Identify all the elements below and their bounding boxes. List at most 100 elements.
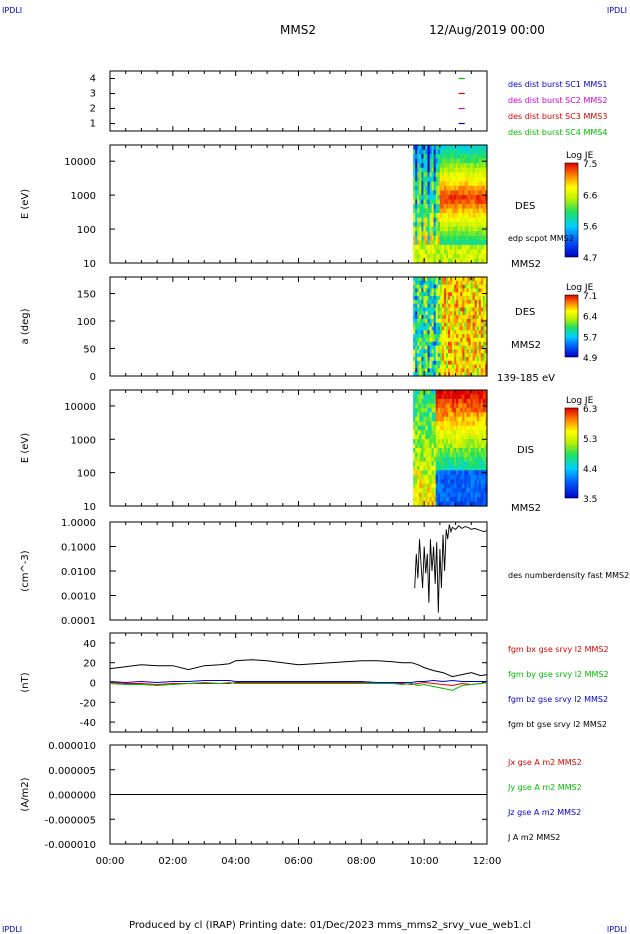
spectrogram-cell: [470, 176, 474, 182]
spectrogram-cell: [456, 337, 459, 343]
spectrogram-cell: [484, 231, 488, 237]
spectrogram-cell: [450, 443, 453, 449]
spectrogram-cell: [448, 296, 451, 301]
spectrogram-cell: [482, 412, 486, 418]
spectrogram-cell: [468, 303, 472, 309]
spectrogram-cell: [482, 353, 486, 358]
spectrogram-cell: [427, 217, 431, 223]
spectrogram-cell: [470, 226, 474, 232]
spectrogram-cell: [450, 258, 453, 264]
spectrogram-cell: [480, 326, 484, 331]
spectrogram-cell: [445, 330, 449, 335]
spectrogram-cell: [458, 416, 461, 422]
spectrogram-cell: [462, 345, 466, 350]
spectrogram-cell: [460, 154, 463, 160]
spectrogram-cell: [413, 394, 416, 400]
spectrogram-cell: [433, 421, 437, 427]
spectrogram-cell: [466, 181, 470, 187]
spectrogram-cell: [472, 483, 476, 489]
spectrogram-cell: [458, 461, 461, 467]
spectrogram-cell: [437, 315, 441, 320]
spectrogram-cell: [423, 299, 427, 305]
spectrogram-cell: [415, 284, 418, 290]
spectrogram-cell: [484, 465, 488, 471]
spectrogram-cell: [476, 465, 480, 471]
spectrogram-cell: [452, 430, 455, 436]
spectrogram-cell: [456, 326, 459, 331]
spectrogram-cell: [458, 194, 461, 201]
y-tick-label: -0.000005: [45, 815, 96, 826]
spectrogram-cell: [480, 461, 484, 467]
spectrogram-cell: [462, 497, 466, 503]
spectrogram-cell: [454, 443, 457, 449]
spectrogram-cell: [443, 416, 447, 422]
spectrogram-cell: [443, 181, 447, 187]
spectrogram-cell: [417, 483, 420, 489]
spectrogram-cell: [439, 235, 443, 241]
spectrogram-cell: [464, 488, 468, 494]
spectrogram-cell: [478, 330, 482, 335]
spectrogram-cell: [443, 190, 447, 196]
spectrogram-cell: [458, 284, 461, 290]
spectrogram-cell: [466, 315, 470, 320]
spectrogram-cell: [472, 421, 476, 427]
spectrogram-cell: [423, 307, 427, 312]
spectrogram-cell: [452, 439, 455, 445]
spectrogram-cell: [460, 322, 463, 328]
spectrogram-cell: [425, 222, 429, 228]
spectrogram-cell: [437, 277, 441, 282]
spectrogram-cell: [460, 430, 463, 436]
spectrogram-cell: [456, 390, 459, 396]
spectrogram-cell: [462, 194, 466, 201]
spectrogram-cell: [466, 288, 470, 293]
spectrogram-cell: [417, 145, 420, 151]
spectrogram-cell: [454, 231, 457, 237]
spectrogram-cell: [415, 163, 418, 169]
spectrogram-cell: [480, 185, 484, 191]
spectrogram-cell: [415, 213, 418, 219]
spectrogram-cell: [425, 470, 429, 476]
spectrogram-cell: [445, 412, 449, 418]
spectrogram-cell: [452, 311, 455, 316]
spectrogram-cell: [423, 217, 427, 223]
colorbar-tick-label: 3.5: [583, 495, 597, 505]
spectrogram-cell: [448, 349, 451, 354]
spectrogram-cell: [452, 421, 455, 427]
spectrogram-cell: [454, 292, 457, 297]
spectrogram-cell: [429, 488, 433, 494]
spectrogram-cell: [464, 412, 468, 418]
spectrogram-cell: [450, 208, 453, 214]
spectrogram-cell: [482, 181, 486, 187]
spectrogram-cell: [478, 226, 482, 232]
spectrogram-cell: [443, 421, 447, 427]
spectrogram-cell: [441, 199, 445, 205]
spectrogram-cell: [431, 284, 435, 290]
spectrogram-cell: [421, 341, 425, 347]
spectrogram-cell: [464, 176, 468, 182]
spectrogram-cell: [431, 315, 435, 320]
spectrogram-cell: [431, 407, 435, 413]
spectrogram-cell: [474, 470, 478, 476]
spectrogram-cell: [460, 222, 463, 228]
spectrogram-cell: [441, 456, 445, 462]
spectrogram-cell: [476, 235, 480, 241]
spectrogram-cell: [415, 322, 418, 328]
spectrogram-cell: [413, 277, 416, 282]
spectrogram-cell: [419, 258, 422, 264]
spectrogram-cell: [452, 501, 455, 507]
spectrogram-cell: [480, 288, 484, 293]
spectrogram-cell: [435, 430, 439, 436]
spectrogram-cell: [480, 394, 484, 400]
spectrogram-cell: [437, 330, 441, 335]
spectrogram-cell: [433, 353, 437, 358]
y-tick-label: 0.000010: [48, 741, 96, 752]
spectrogram-cell: [484, 416, 488, 422]
spectrogram-cell: [470, 470, 474, 476]
spectrogram-cell: [435, 421, 439, 427]
spectrogram-cell: [427, 299, 431, 305]
spectrogram-cell: [415, 407, 418, 413]
spectrogram-cell: [458, 488, 461, 494]
spectrogram-cell: [441, 299, 445, 305]
spectrogram-cell: [439, 470, 443, 476]
